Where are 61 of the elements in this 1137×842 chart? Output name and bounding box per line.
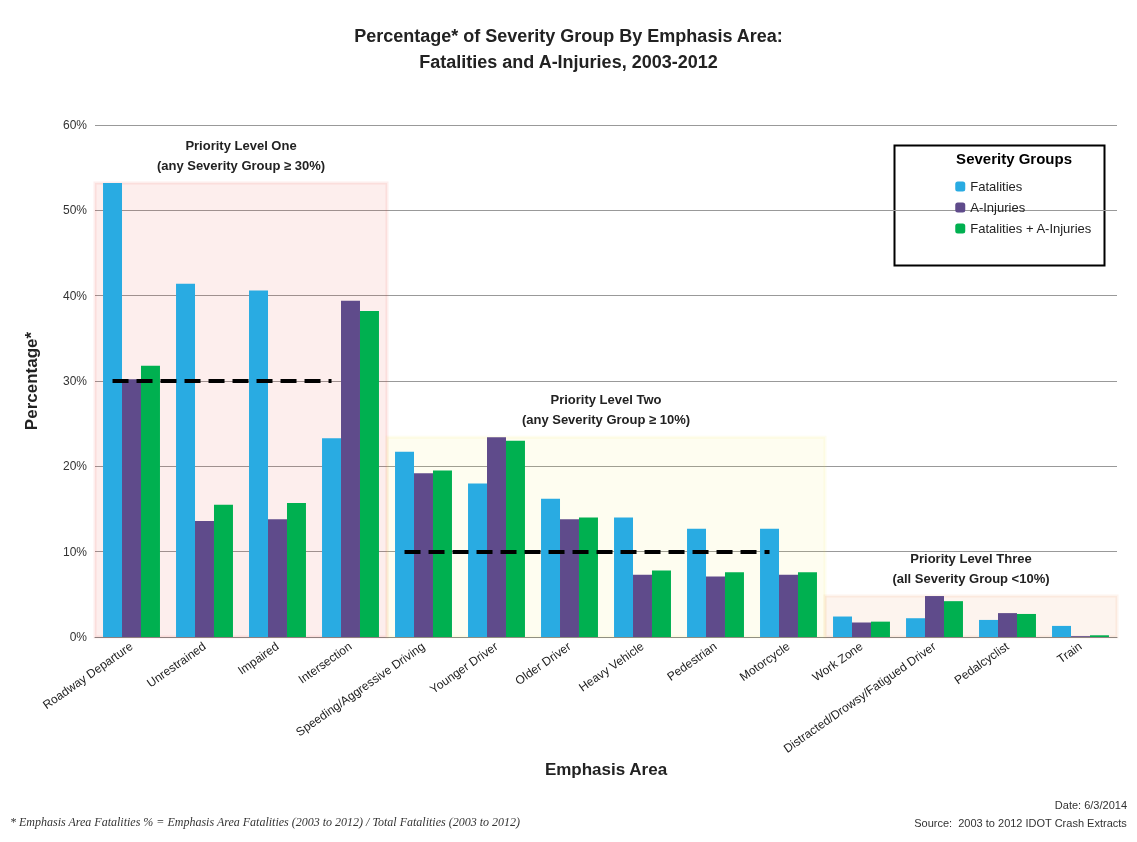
bar xyxy=(614,517,634,637)
legend-title: Severity Groups xyxy=(956,150,1073,167)
chart-title: Percentage* of Severity Group By Emphasis Area: Fatalities and A-Injuries, 2003-2012 xyxy=(354,26,783,72)
text: Date: 6/3/2014 xyxy=(1054,798,1128,811)
bar xyxy=(852,622,871,637)
bar xyxy=(176,283,196,637)
legend-label: Fatalities + A-Injuries xyxy=(970,221,1092,236)
bar xyxy=(925,596,944,637)
band-label: Priority Level Three (all Severity Group <10%) xyxy=(892,551,1050,587)
y-tick-label: 50% xyxy=(62,203,88,218)
bar xyxy=(633,574,652,637)
band-label: Priority Level Two (any Severity Group ≥ 10%) xyxy=(521,392,691,428)
y-tick-label: 60% xyxy=(62,118,88,132)
bar xyxy=(560,519,579,637)
bar xyxy=(395,451,415,637)
bar xyxy=(706,576,725,637)
bar xyxy=(943,601,963,637)
bar xyxy=(833,616,853,637)
bar xyxy=(651,570,671,637)
legend-label: A-Injuries xyxy=(970,200,1026,215)
y-tick-label: 40% xyxy=(62,288,88,303)
y-axis-title: Percentage* xyxy=(22,331,41,431)
y-tick-label: 20% xyxy=(62,459,88,474)
bar xyxy=(359,311,379,637)
bar xyxy=(195,520,214,637)
bar xyxy=(268,519,287,637)
bar xyxy=(103,183,123,637)
bar xyxy=(797,572,817,637)
bar xyxy=(468,483,488,637)
bar xyxy=(906,618,926,637)
bar xyxy=(541,498,561,637)
bar xyxy=(286,503,306,637)
bar xyxy=(687,528,707,637)
bar xyxy=(1016,613,1036,637)
source-note: Source: 2003 to 2012 IDOT Crash Extracts xyxy=(914,816,1128,829)
bar xyxy=(1052,625,1072,637)
bar xyxy=(140,365,160,637)
y-tick-label: 10% xyxy=(62,544,88,559)
bar xyxy=(414,473,433,637)
bar xyxy=(578,517,598,637)
bar xyxy=(213,504,233,637)
text: * Emphasis Area Fatalities % = Emphasis Area Fatalities (2003 to 2012) / Total Fatalities (2003 to 2012) xyxy=(10,815,520,829)
x-axis-title: Emphasis Area xyxy=(544,760,668,780)
y-tick-label: 30% xyxy=(62,374,88,388)
bar xyxy=(487,437,506,637)
bar xyxy=(249,290,269,637)
bar xyxy=(341,300,360,637)
x-tick-label: Train xyxy=(1054,639,1085,667)
legend-label: Fatalities xyxy=(970,179,1023,194)
band-label: Priority Level One (any Severity Group ≥ 30%) xyxy=(156,138,326,174)
bar xyxy=(724,572,744,637)
bar xyxy=(779,574,798,637)
y-tick-label: 0% xyxy=(69,630,88,644)
bar xyxy=(870,621,890,637)
bar xyxy=(998,613,1017,637)
bar xyxy=(322,438,342,637)
bar xyxy=(122,379,141,637)
bar xyxy=(505,440,525,637)
bar xyxy=(760,528,780,637)
bar xyxy=(979,619,999,637)
bar xyxy=(432,470,452,637)
